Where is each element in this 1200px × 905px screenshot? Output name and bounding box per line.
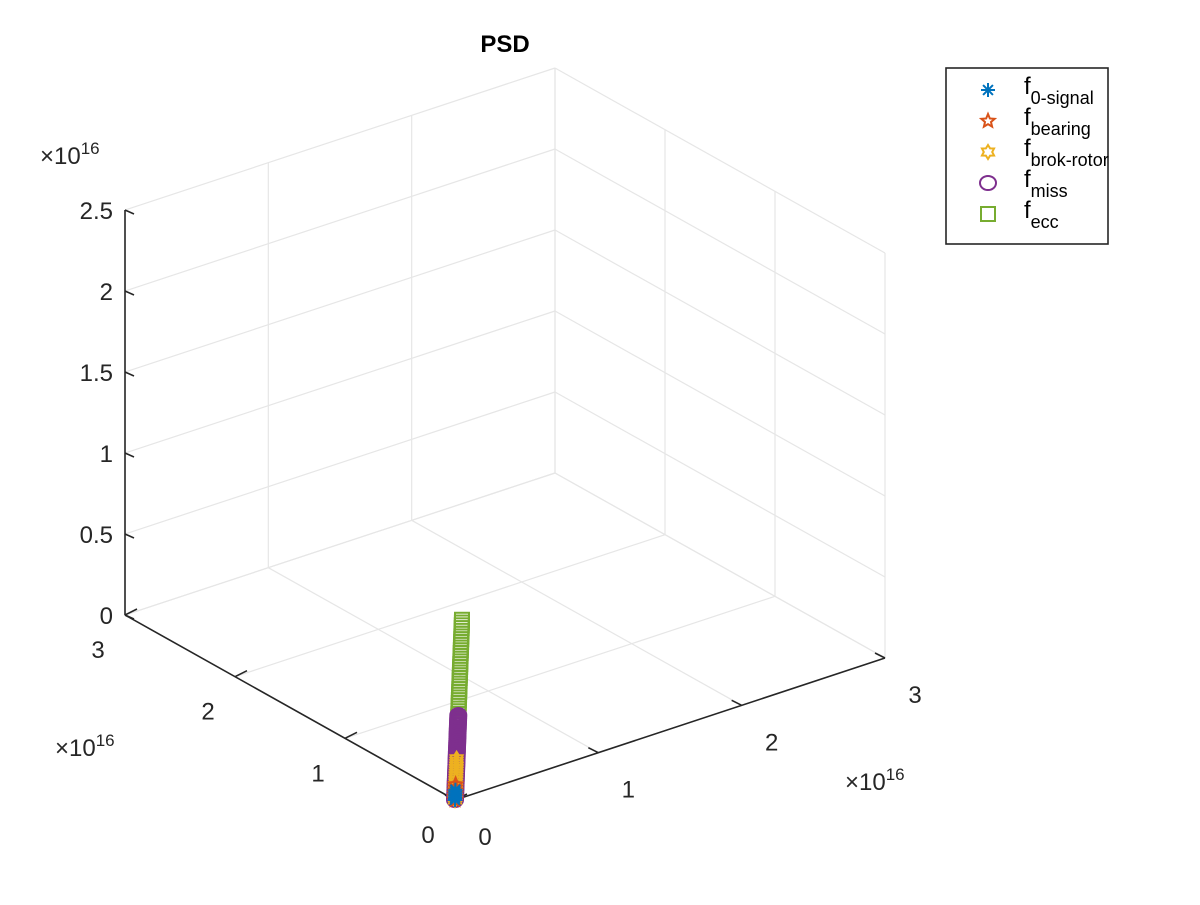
points-layer (445, 611, 470, 809)
legend-marker-0-signal (981, 83, 995, 97)
y-tick-label: 0 (421, 822, 434, 849)
y-axis-line (124, 614, 456, 801)
miss-point (449, 707, 468, 724)
legend-label-miss: fmiss (1024, 166, 1068, 201)
x-tick-label: 1 (622, 777, 635, 804)
x-tick-label: 2 (765, 729, 778, 756)
ecc-point (454, 611, 470, 628)
y-tick (344, 731, 358, 740)
legend-box (945, 67, 1109, 245)
y-gridline (234, 534, 666, 678)
z-tick (124, 290, 135, 296)
x-tick-label: 0 (478, 824, 491, 851)
z-gridline (554, 391, 886, 578)
z-gridline (124, 229, 556, 373)
0-signal-point (448, 782, 463, 797)
x-gridline (268, 567, 599, 754)
z-tick-label: 2.5 (80, 198, 113, 225)
x-exponent-label: ×1016 (845, 765, 905, 796)
z-gridline (124, 148, 556, 292)
legend-marker-ecc (980, 206, 996, 222)
legend-label-bearing: fbearing (1024, 104, 1091, 139)
y-gridline (124, 472, 556, 616)
x-axis-line (454, 657, 886, 801)
z-tick (124, 452, 135, 458)
series-0-signal (448, 782, 463, 807)
x-tick (874, 652, 886, 659)
y-exponent-label: ×1016 (55, 731, 115, 762)
x-gridline (411, 519, 742, 706)
x-tick (587, 746, 599, 754)
z-exponent-label: ×1016 (40, 139, 100, 170)
legend-label-0-signal: f0-signal (1024, 73, 1094, 108)
chart-title: PSD (480, 31, 529, 58)
z-tick (124, 533, 135, 539)
y-tick (234, 669, 248, 678)
z-gridline (554, 148, 886, 335)
z-tick-label: 2 (100, 279, 113, 306)
z-tick (124, 614, 135, 620)
z-tick (124, 371, 135, 377)
z-gridline (554, 67, 886, 254)
z-tick-label: 0.5 (80, 522, 113, 549)
y-gridline (344, 595, 776, 739)
brok-rotor-point (448, 752, 465, 771)
legend-marker-bearing (978, 111, 998, 129)
brok-rotor-point (448, 749, 465, 768)
z-tick (124, 209, 135, 215)
x-gridline (554, 472, 886, 659)
legend-marker-brok-rotor (980, 143, 996, 161)
z-gridline (554, 229, 886, 416)
y-tick-label: 1 (311, 760, 324, 787)
legend-label-brok-rotor: fbrok-rotor (1024, 135, 1109, 170)
axis-layer: 0 1 2 3 0 1 2 3 0 0.5 1 1.5 2 2.5 ×1016 ×1016 ×1016 (40, 139, 922, 851)
y-tick-label: 2 (201, 699, 214, 726)
legend-label-ecc: fecc (1024, 197, 1059, 232)
y-tick-label: 3 (91, 637, 104, 664)
z-tick-label: 0 (100, 603, 113, 630)
z-gridline (124, 391, 556, 535)
z-tick-label: 1 (100, 441, 113, 468)
x-tick-label: 3 (908, 682, 921, 709)
x-tick (731, 699, 743, 707)
z-gridline (124, 310, 556, 454)
z-gridline (124, 67, 556, 211)
grid-layer (124, 67, 886, 801)
z-tick-label: 1.5 (80, 360, 113, 387)
z-gridline (554, 310, 886, 497)
y-tick (124, 608, 138, 616)
legend-marker-miss (979, 175, 997, 191)
